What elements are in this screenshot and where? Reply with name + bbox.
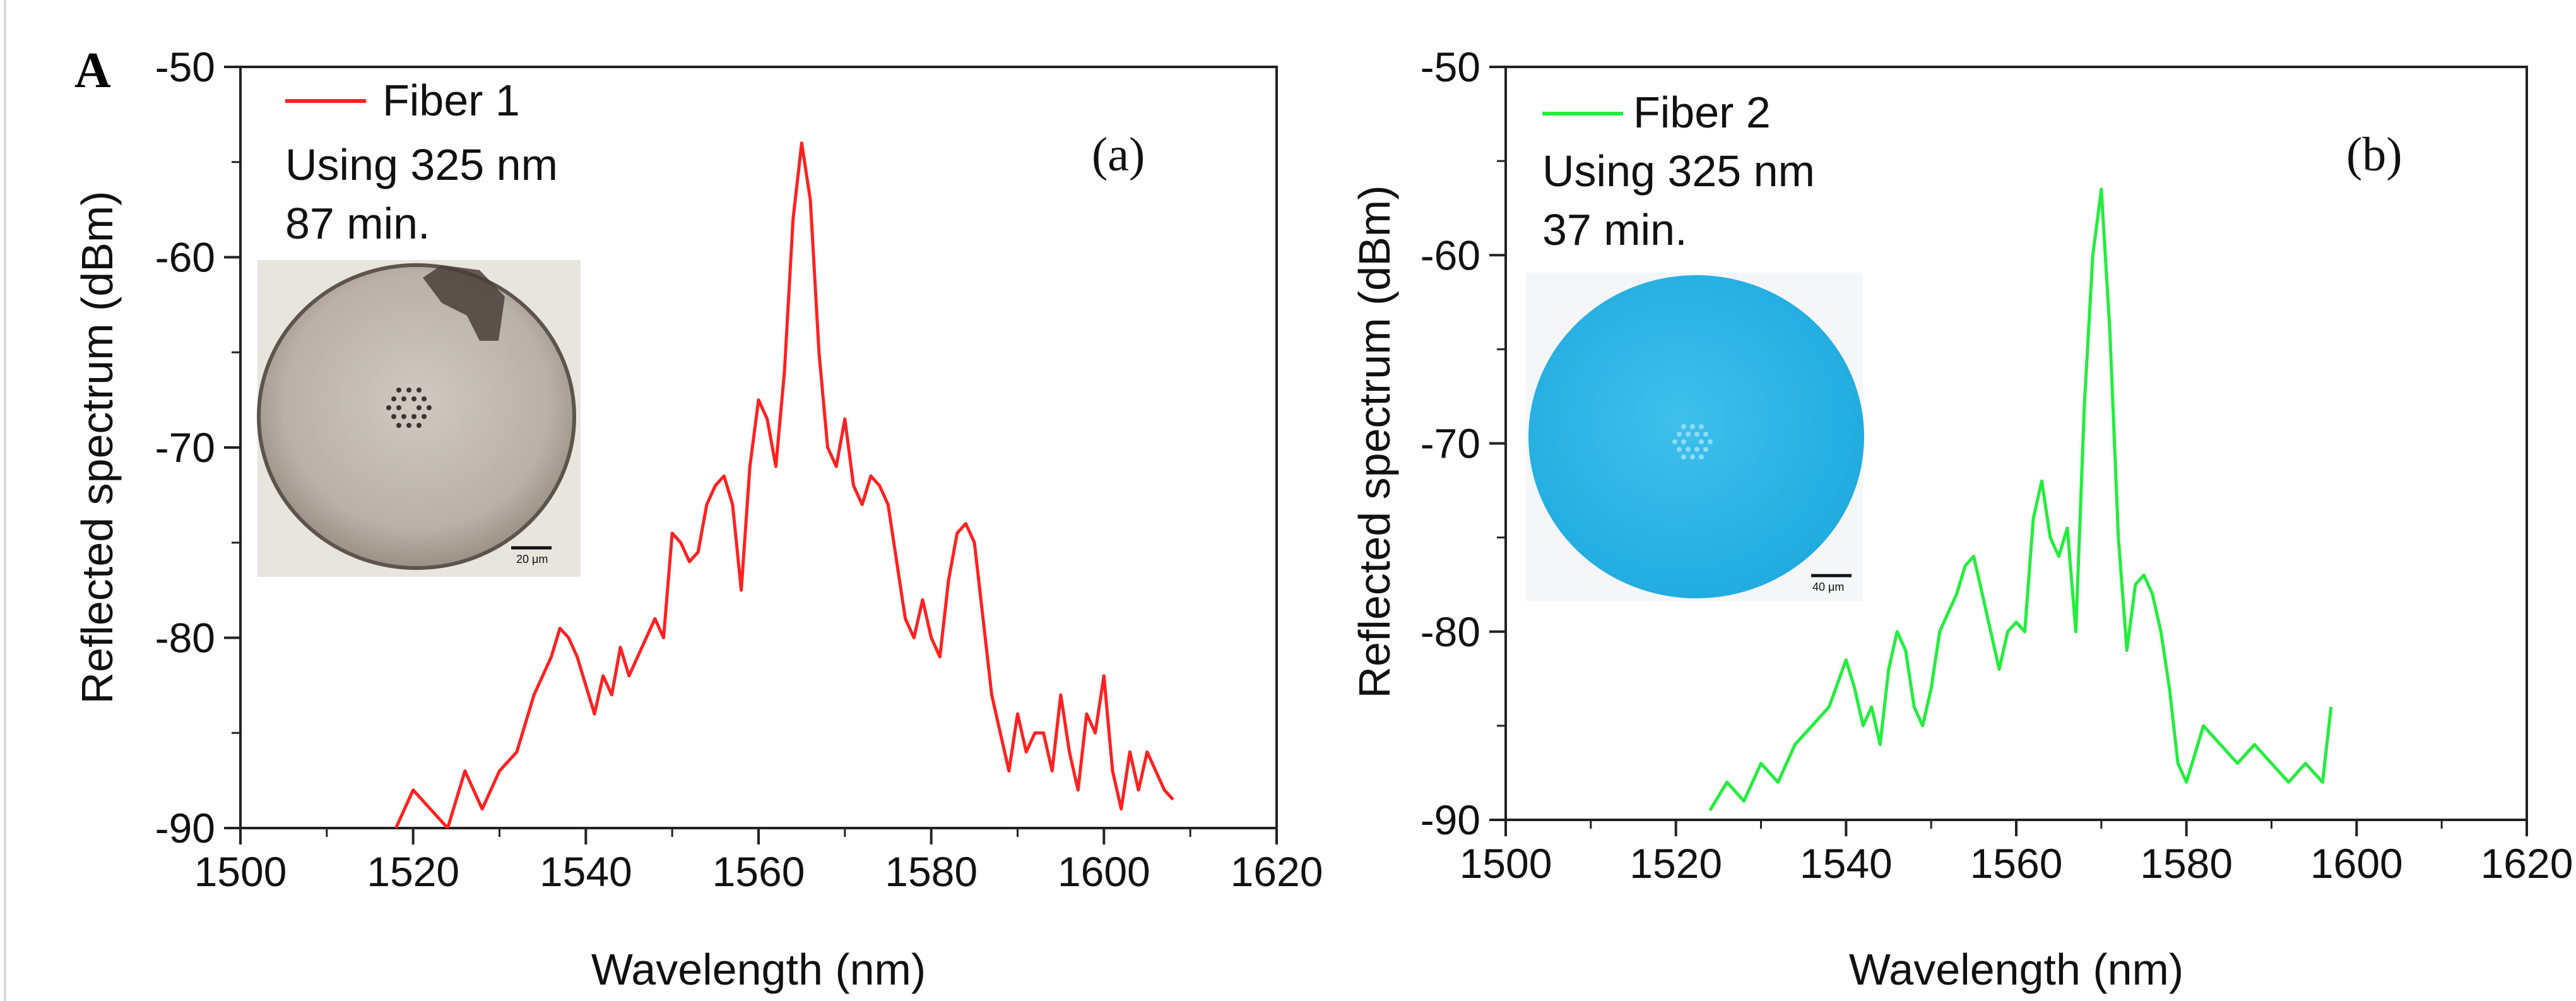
y-tick-label: -70 [155, 424, 215, 471]
fiber-disc [1528, 275, 1864, 598]
series-layer [1708, 187, 2333, 812]
x-tick-label: 1500 [1460, 840, 1552, 887]
y-tick-label: -70 [1421, 420, 1480, 467]
panel-tag: (a) [1092, 128, 1145, 181]
hole-lattice [386, 388, 432, 428]
legend-duration: 87 min. [285, 199, 430, 248]
x-tick-label: 1620 [1231, 848, 1323, 895]
fiber-cross-section-inset: 40 μm [1526, 273, 1864, 601]
legend-method: Using 325 nm [285, 140, 558, 189]
legend-method: Using 325 nm [1542, 146, 1815, 196]
x-tick-label: 1580 [885, 848, 978, 895]
x-tick-label: 1620 [2481, 840, 2573, 887]
y-tick-label: -50 [1421, 44, 1480, 90]
panel-tag: (b) [2346, 128, 2402, 181]
y-axis: -90 -80 -70 -60 -50 [155, 44, 240, 851]
x-axis-title: Wavelength (nm) [1849, 945, 2183, 994]
x-tick-label: 1540 [1800, 840, 1893, 887]
y-tick-label: -60 [1421, 232, 1480, 278]
x-tick-label: 1560 [712, 848, 805, 895]
series-line-fiber-1 [394, 141, 1174, 828]
x-tick-label: 1500 [194, 848, 287, 895]
x-tick-label: 1580 [2140, 840, 2233, 887]
y-tick-label: -60 [155, 234, 215, 281]
y-tick-label: -90 [155, 805, 215, 851]
x-axis: 1500 1520 1540 1560 1580 1600 1620 [194, 828, 1323, 895]
legend-label: Fiber 2 [1633, 88, 1771, 137]
x-tick-label: 1520 [367, 848, 459, 895]
chart-panel-a: 1500 1520 1540 1560 1580 1600 1620 -90 -80 -70 -6… [73, 44, 1323, 994]
legend: Fiber 2 Using 325 nm 37 min. [1542, 88, 1815, 254]
y-axis-title: Reflected spectrum (dBm) [1350, 185, 1399, 698]
fiber-chip [423, 265, 505, 341]
legend-label: Fiber 1 [382, 76, 520, 125]
series-layer [394, 141, 1174, 828]
x-tick-label: 1600 [2310, 840, 2403, 887]
x-axis-title: Wavelength (nm) [591, 945, 926, 994]
fiber-cross-section-inset: 20 μm [257, 260, 581, 577]
legend: Fiber 1 Using 325 nm 87 min. [285, 76, 558, 248]
y-tick-label: -80 [155, 615, 215, 661]
x-tick-label: 1540 [540, 848, 632, 895]
y-axis: -90 -80 -70 -60 -50 [1421, 44, 1506, 843]
x-tick-label: 1600 [1058, 848, 1150, 895]
scale-bar-label: 40 μm [1812, 581, 1844, 593]
y-tick-label: -50 [155, 44, 215, 90]
x-tick-label: 1560 [1970, 840, 2063, 887]
chart-panel-b: 1500 1520 1540 1560 1580 1600 1620 -90 -80 -70 -6… [1350, 44, 2573, 994]
y-tick-label: -80 [1421, 608, 1480, 655]
x-axis: 1500 1520 1540 1560 1580 1600 1620 [1460, 820, 2573, 887]
x-tick-label: 1520 [1629, 840, 1722, 887]
hole-lattice [1672, 424, 1713, 459]
scale-bar-label: 20 μm [516, 553, 548, 566]
series-line-fiber-2 [1708, 187, 2333, 812]
y-tick-label: -90 [1421, 797, 1480, 843]
legend-duration: 37 min. [1542, 205, 1687, 254]
figure-label: A [74, 43, 111, 98]
y-axis-title: Reflected spectrum (dBm) [73, 191, 122, 704]
